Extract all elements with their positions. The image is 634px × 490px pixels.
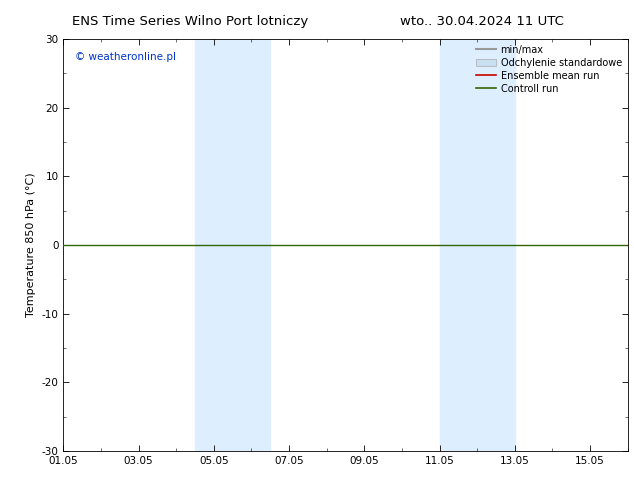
Text: © weatheronline.pl: © weatheronline.pl [75, 51, 176, 62]
Bar [195, 39, 270, 451]
Bar [439, 39, 515, 451]
Text: wto.. 30.04.2024 11 UTC: wto.. 30.04.2024 11 UTC [400, 15, 564, 28]
Legend: min/max, Odchylenie standardowe, Ensemble mean run, Controll run: min/max, Odchylenie standardowe, Ensembl… [472, 41, 626, 98]
Text: ENS Time Series Wilno Port lotniczy: ENS Time Series Wilno Port lotniczy [72, 15, 308, 28]
Y-axis label: Temperature 850 hPa (°C): Temperature 850 hPa (°C) [26, 172, 36, 318]
